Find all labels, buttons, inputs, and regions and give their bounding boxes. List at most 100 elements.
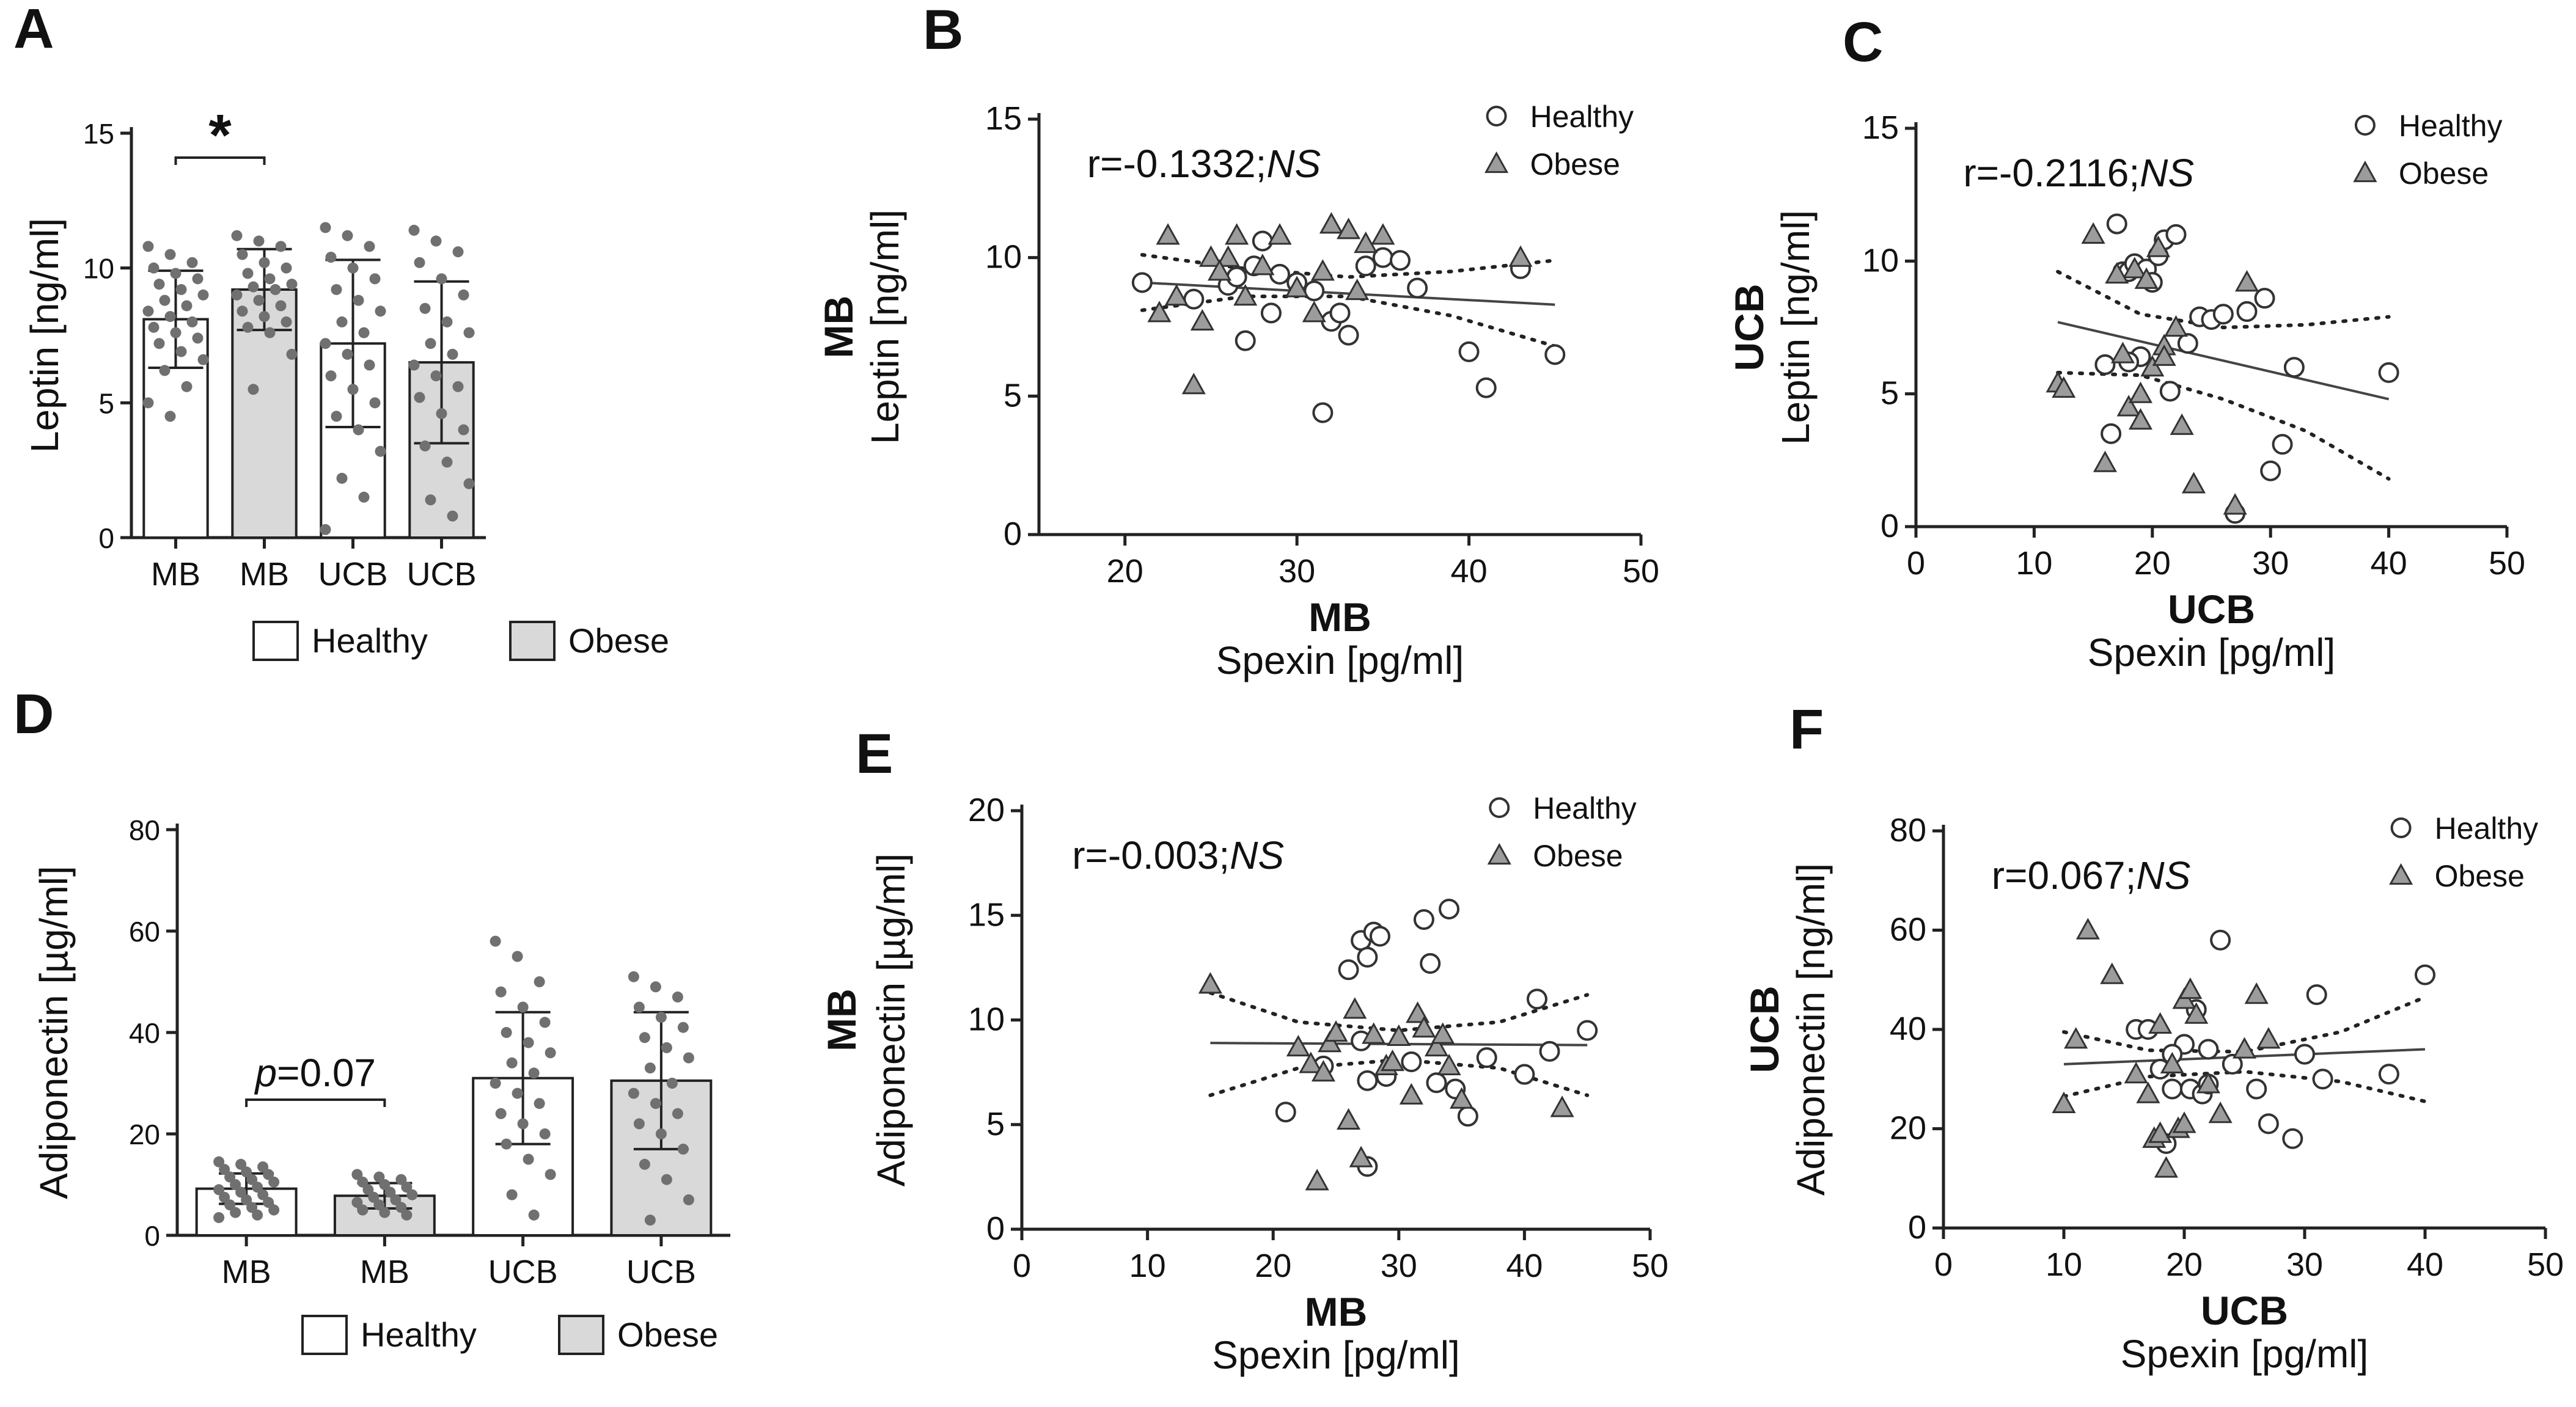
point-obese bbox=[2093, 450, 2117, 472]
point-obese bbox=[1380, 1049, 1405, 1072]
data-dot bbox=[342, 230, 353, 241]
data-dot bbox=[419, 302, 431, 314]
legend-label-obese: Obese bbox=[2435, 859, 2525, 893]
data-dot bbox=[545, 1169, 556, 1180]
point-healthy bbox=[1226, 266, 1247, 288]
x-tick-label: MB bbox=[360, 1254, 409, 1290]
legend-marker-healthy bbox=[1489, 797, 1510, 818]
data-dot bbox=[235, 1186, 247, 1198]
y-tick-label: 5 bbox=[986, 1106, 1005, 1142]
data-dot bbox=[644, 1215, 656, 1226]
data-dot bbox=[192, 273, 204, 285]
point-obese bbox=[2244, 982, 2269, 1004]
point-obese bbox=[1233, 284, 1258, 306]
point-healthy bbox=[2312, 1069, 2333, 1090]
point-obese bbox=[1406, 1001, 1430, 1023]
legend-swatch-healthy bbox=[252, 621, 299, 661]
data-dot bbox=[436, 407, 447, 419]
data-dot bbox=[501, 1138, 512, 1150]
x-tick-label: 20 bbox=[2134, 545, 2171, 582]
data-dot bbox=[379, 1207, 391, 1218]
point-obese bbox=[2134, 267, 2159, 289]
data-dot bbox=[213, 1156, 225, 1168]
point-obese bbox=[1354, 231, 1378, 254]
point-obese bbox=[1387, 1024, 1411, 1046]
legend-label-obese: Obese bbox=[568, 621, 669, 660]
point-healthy bbox=[1413, 909, 1434, 930]
data-dot bbox=[248, 281, 259, 293]
significance-marker: * bbox=[208, 103, 232, 168]
point-healthy bbox=[2165, 224, 2187, 245]
data-dot bbox=[666, 1078, 678, 1089]
point-obese bbox=[1147, 301, 1172, 323]
data-dot bbox=[512, 1087, 523, 1099]
y-axis-title: Leptin [ng/ml] bbox=[23, 218, 67, 453]
data-dot bbox=[246, 1174, 258, 1185]
y-tick-label: 0 bbox=[1881, 508, 1899, 544]
data-dot bbox=[373, 1199, 385, 1211]
y-axis-title: Adiponectin [µg/ml] bbox=[32, 866, 76, 1199]
x-axis-title: Spexin [pg/ml] bbox=[1216, 638, 1464, 682]
x-axis-group-label: UCB bbox=[2201, 1288, 2288, 1333]
data-dot bbox=[263, 1197, 274, 1208]
y-axis-title: Adiponectin [µg/ml] bbox=[869, 853, 913, 1187]
data-dot bbox=[268, 1176, 280, 1188]
data-dot bbox=[414, 392, 425, 403]
data-dot bbox=[325, 370, 337, 382]
data-dot bbox=[268, 1204, 280, 1216]
point-obese bbox=[1156, 223, 1180, 245]
x-tick-label: 20 bbox=[1255, 1248, 1291, 1284]
data-dot bbox=[148, 262, 160, 274]
y-axis-title: Leptin [ng/ml] bbox=[863, 210, 907, 444]
point-obese bbox=[2124, 1062, 2148, 1084]
data-dot bbox=[164, 411, 176, 422]
data-dot bbox=[237, 305, 248, 317]
data-dot bbox=[677, 1143, 689, 1155]
point-obese bbox=[1305, 1169, 1329, 1191]
data-dot bbox=[506, 1189, 518, 1201]
legend-label-healthy: Healthy bbox=[2435, 811, 2539, 846]
significance-bracket bbox=[245, 1098, 386, 1107]
point-obese bbox=[1412, 1016, 1436, 1038]
point-obese bbox=[2136, 1081, 2160, 1103]
point-obese bbox=[1164, 284, 1189, 306]
data-dot bbox=[252, 1182, 263, 1193]
point-healthy bbox=[2260, 460, 2281, 481]
data-dot bbox=[452, 381, 464, 392]
x-tick-label: 0 bbox=[1907, 545, 1925, 582]
y-tick-label: 10 bbox=[1862, 242, 1899, 279]
legend-marker-obese bbox=[1484, 151, 1509, 174]
point-healthy bbox=[2198, 1039, 2219, 1060]
y-tick-label: 10 bbox=[83, 253, 114, 285]
data-dot bbox=[148, 321, 160, 333]
data-dot bbox=[633, 1001, 645, 1013]
data-dot bbox=[263, 1169, 274, 1180]
x-tick-label: 40 bbox=[2407, 1246, 2443, 1283]
point-obese bbox=[2140, 355, 2165, 377]
point-healthy bbox=[1458, 341, 1480, 362]
data-dot bbox=[539, 1017, 551, 1028]
p-symbol: p bbox=[254, 1051, 277, 1095]
point-obese bbox=[1198, 972, 1222, 994]
data-dot bbox=[347, 262, 359, 274]
data-dot bbox=[257, 1189, 269, 1201]
point-healthy bbox=[2106, 213, 2127, 235]
p-value-annotation: p=0.07 bbox=[254, 1051, 376, 1095]
point-healthy bbox=[1539, 1040, 1560, 1062]
point-obese bbox=[1319, 212, 1343, 234]
legend-swatch-obese bbox=[558, 1315, 604, 1355]
data-dot bbox=[259, 311, 270, 323]
legend-label-healthy: Healthy bbox=[1530, 100, 1634, 134]
y-tick-label: 40 bbox=[1890, 1010, 1926, 1047]
point-obese bbox=[1216, 245, 1241, 267]
x-tick-label: UCB bbox=[318, 556, 387, 593]
data-dot bbox=[186, 257, 198, 268]
point-healthy bbox=[1457, 1106, 1478, 1127]
point-healthy bbox=[1577, 1020, 1598, 1041]
y-tick-label: 0 bbox=[986, 1210, 1005, 1247]
point-healthy bbox=[2236, 301, 2258, 322]
significance-bracket bbox=[174, 156, 266, 165]
